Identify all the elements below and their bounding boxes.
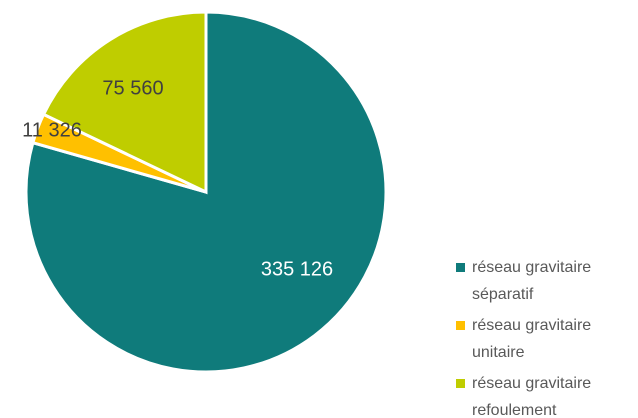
legend: réseau gravitaire séparatif réseau gravit… — [456, 254, 636, 418]
legend-label: réseau gravitaire séparatif — [472, 259, 592, 303]
legend-item: réseau gravitaire séparatif — [456, 254, 636, 308]
legend-swatch — [456, 379, 465, 388]
data-label: 335 126 — [261, 258, 333, 280]
data-label: 75 560 — [102, 77, 163, 99]
legend-swatch — [456, 321, 465, 330]
legend-label: réseau gravitaire unitaire — [472, 317, 592, 361]
legend-label: réseau gravitaire refoulement — [472, 375, 592, 418]
legend-item: réseau gravitaire unitaire — [456, 312, 636, 366]
data-label: 11 326 — [22, 119, 82, 141]
pie-slice — [41, 10, 208, 195]
legend-swatch — [456, 263, 465, 272]
legend-item: réseau gravitaire refoulement — [456, 370, 636, 418]
